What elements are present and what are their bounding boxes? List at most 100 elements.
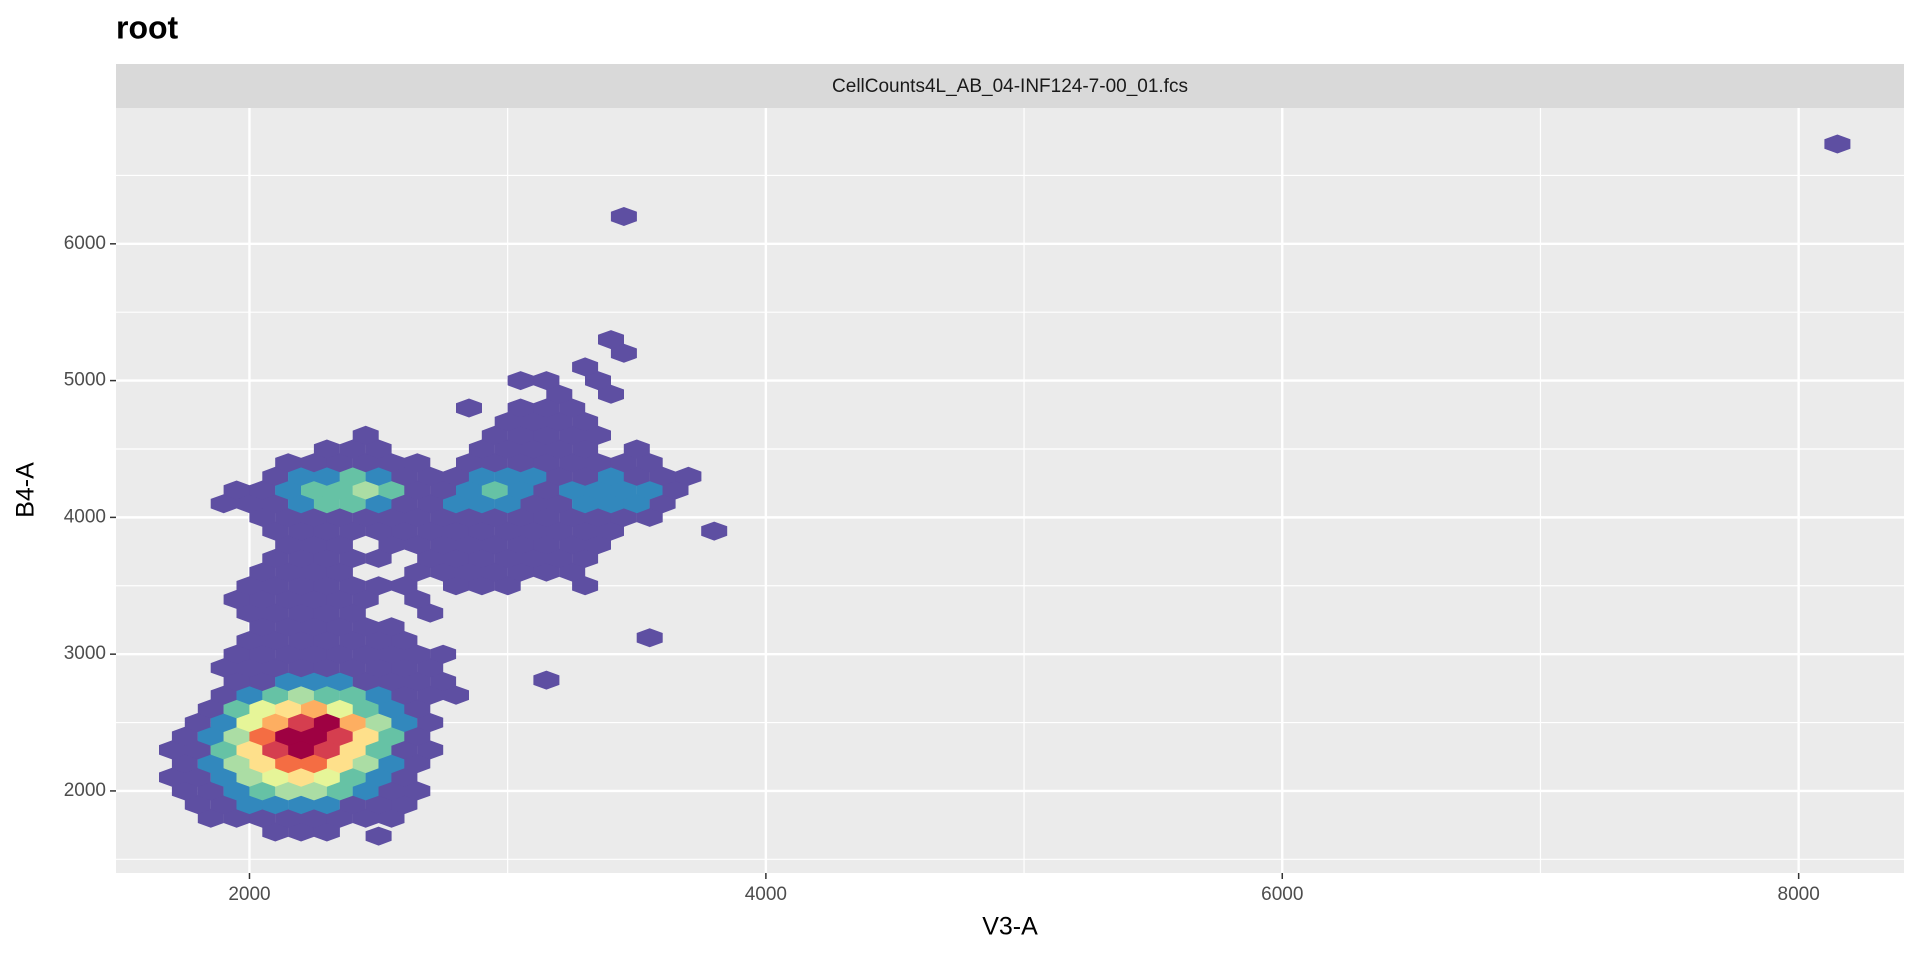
hex-bin bbox=[288, 795, 315, 815]
hex-bin bbox=[352, 699, 379, 719]
hex-bin bbox=[404, 726, 431, 746]
hex-bin bbox=[404, 507, 431, 527]
hex-bin bbox=[365, 494, 392, 514]
hex-bin bbox=[326, 480, 353, 500]
hex-bin bbox=[313, 658, 340, 678]
hex-bin bbox=[585, 535, 611, 555]
hex-bin bbox=[468, 548, 495, 568]
hex-bin bbox=[546, 548, 573, 568]
hex-bin bbox=[184, 740, 211, 760]
hex-bin bbox=[391, 795, 418, 815]
hex-bin bbox=[249, 480, 276, 500]
hex-bin bbox=[533, 398, 560, 418]
hex-bin bbox=[456, 480, 482, 500]
hex-bin bbox=[481, 425, 508, 445]
hex-bin bbox=[494, 548, 521, 568]
hex-bin bbox=[210, 658, 237, 678]
hex-bin bbox=[391, 631, 418, 650]
hex-bin bbox=[520, 521, 547, 541]
hex-bin bbox=[262, 822, 289, 842]
hex-bin bbox=[288, 658, 315, 678]
hex-bin bbox=[288, 576, 315, 596]
hex-bin bbox=[236, 713, 263, 732]
hex-bin bbox=[236, 658, 263, 678]
hex-bin bbox=[572, 357, 599, 377]
hex-bin bbox=[378, 644, 405, 664]
hex-bin bbox=[391, 740, 418, 760]
hex-bin bbox=[184, 767, 211, 787]
hex-bin bbox=[494, 521, 521, 541]
hex-bin bbox=[301, 754, 327, 774]
hex-bin bbox=[223, 672, 250, 691]
hex-bin bbox=[313, 466, 340, 486]
hex-bin bbox=[352, 781, 379, 801]
hex-bin bbox=[520, 439, 547, 459]
hex-bin bbox=[339, 439, 366, 459]
hex-bin bbox=[339, 494, 366, 514]
hex-bin bbox=[662, 480, 689, 500]
hex-bin bbox=[533, 562, 560, 582]
hex-bin bbox=[417, 494, 444, 514]
hex-bin bbox=[559, 425, 586, 445]
hex-bin bbox=[236, 494, 263, 514]
hex-bin bbox=[352, 617, 379, 637]
hex-bin bbox=[391, 466, 418, 486]
hex-bin bbox=[585, 453, 611, 473]
hex-bin bbox=[378, 672, 405, 691]
hex-bin bbox=[301, 672, 327, 691]
hex-bin bbox=[507, 453, 534, 473]
hex-bin bbox=[365, 767, 392, 787]
hex-bin bbox=[417, 548, 444, 568]
hex-bin bbox=[507, 535, 534, 555]
hex-bin bbox=[468, 494, 495, 514]
hex-bin bbox=[598, 466, 624, 486]
hex-bin bbox=[533, 371, 560, 391]
hex-bin bbox=[275, 754, 302, 774]
hex-bin bbox=[417, 685, 444, 705]
hex-bin bbox=[365, 548, 392, 568]
hex-bin bbox=[533, 425, 560, 445]
hex-bin bbox=[210, 795, 237, 815]
hex-bin bbox=[404, 480, 431, 500]
hex-bin bbox=[559, 562, 586, 582]
hex-bin bbox=[301, 507, 327, 527]
hex-bin bbox=[365, 466, 392, 486]
hex-bin bbox=[197, 699, 224, 719]
hex-bin bbox=[417, 740, 444, 760]
hex-bin bbox=[249, 754, 276, 774]
hex-bin bbox=[391, 713, 418, 732]
hex-bin bbox=[404, 453, 431, 473]
hex-bin bbox=[494, 439, 521, 459]
hex-bin bbox=[494, 576, 521, 596]
hex-bin bbox=[223, 589, 250, 609]
hex-bin bbox=[288, 521, 315, 541]
hex-bin bbox=[210, 740, 237, 760]
hex-bin bbox=[365, 740, 392, 760]
hex-bin bbox=[288, 548, 315, 568]
hex-bin bbox=[443, 548, 469, 568]
hex-bin bbox=[481, 453, 508, 473]
y-tick-label: 2000 bbox=[64, 780, 106, 801]
hex-bin bbox=[623, 494, 650, 514]
hex-bin bbox=[236, 767, 263, 787]
hex-bin bbox=[365, 795, 392, 815]
hex-bin bbox=[546, 494, 573, 514]
hex-bin bbox=[365, 826, 392, 846]
hex-bin bbox=[326, 453, 353, 473]
hex-bin bbox=[339, 603, 366, 623]
x-tick-label: 8000 bbox=[1778, 884, 1820, 905]
hex-bin bbox=[339, 767, 366, 787]
hex-bin bbox=[404, 699, 431, 719]
hex-bin bbox=[365, 631, 392, 650]
hex-bin bbox=[339, 795, 366, 815]
hex-bin bbox=[184, 795, 211, 815]
hex-bin bbox=[313, 685, 340, 705]
y-tick-label: 4000 bbox=[64, 506, 106, 527]
hex-bin bbox=[507, 562, 534, 582]
hex-bin bbox=[520, 412, 547, 432]
hex-bin bbox=[262, 494, 289, 514]
hex-bin bbox=[301, 726, 327, 746]
hex-bin bbox=[391, 494, 418, 514]
hex-bin bbox=[301, 808, 327, 828]
